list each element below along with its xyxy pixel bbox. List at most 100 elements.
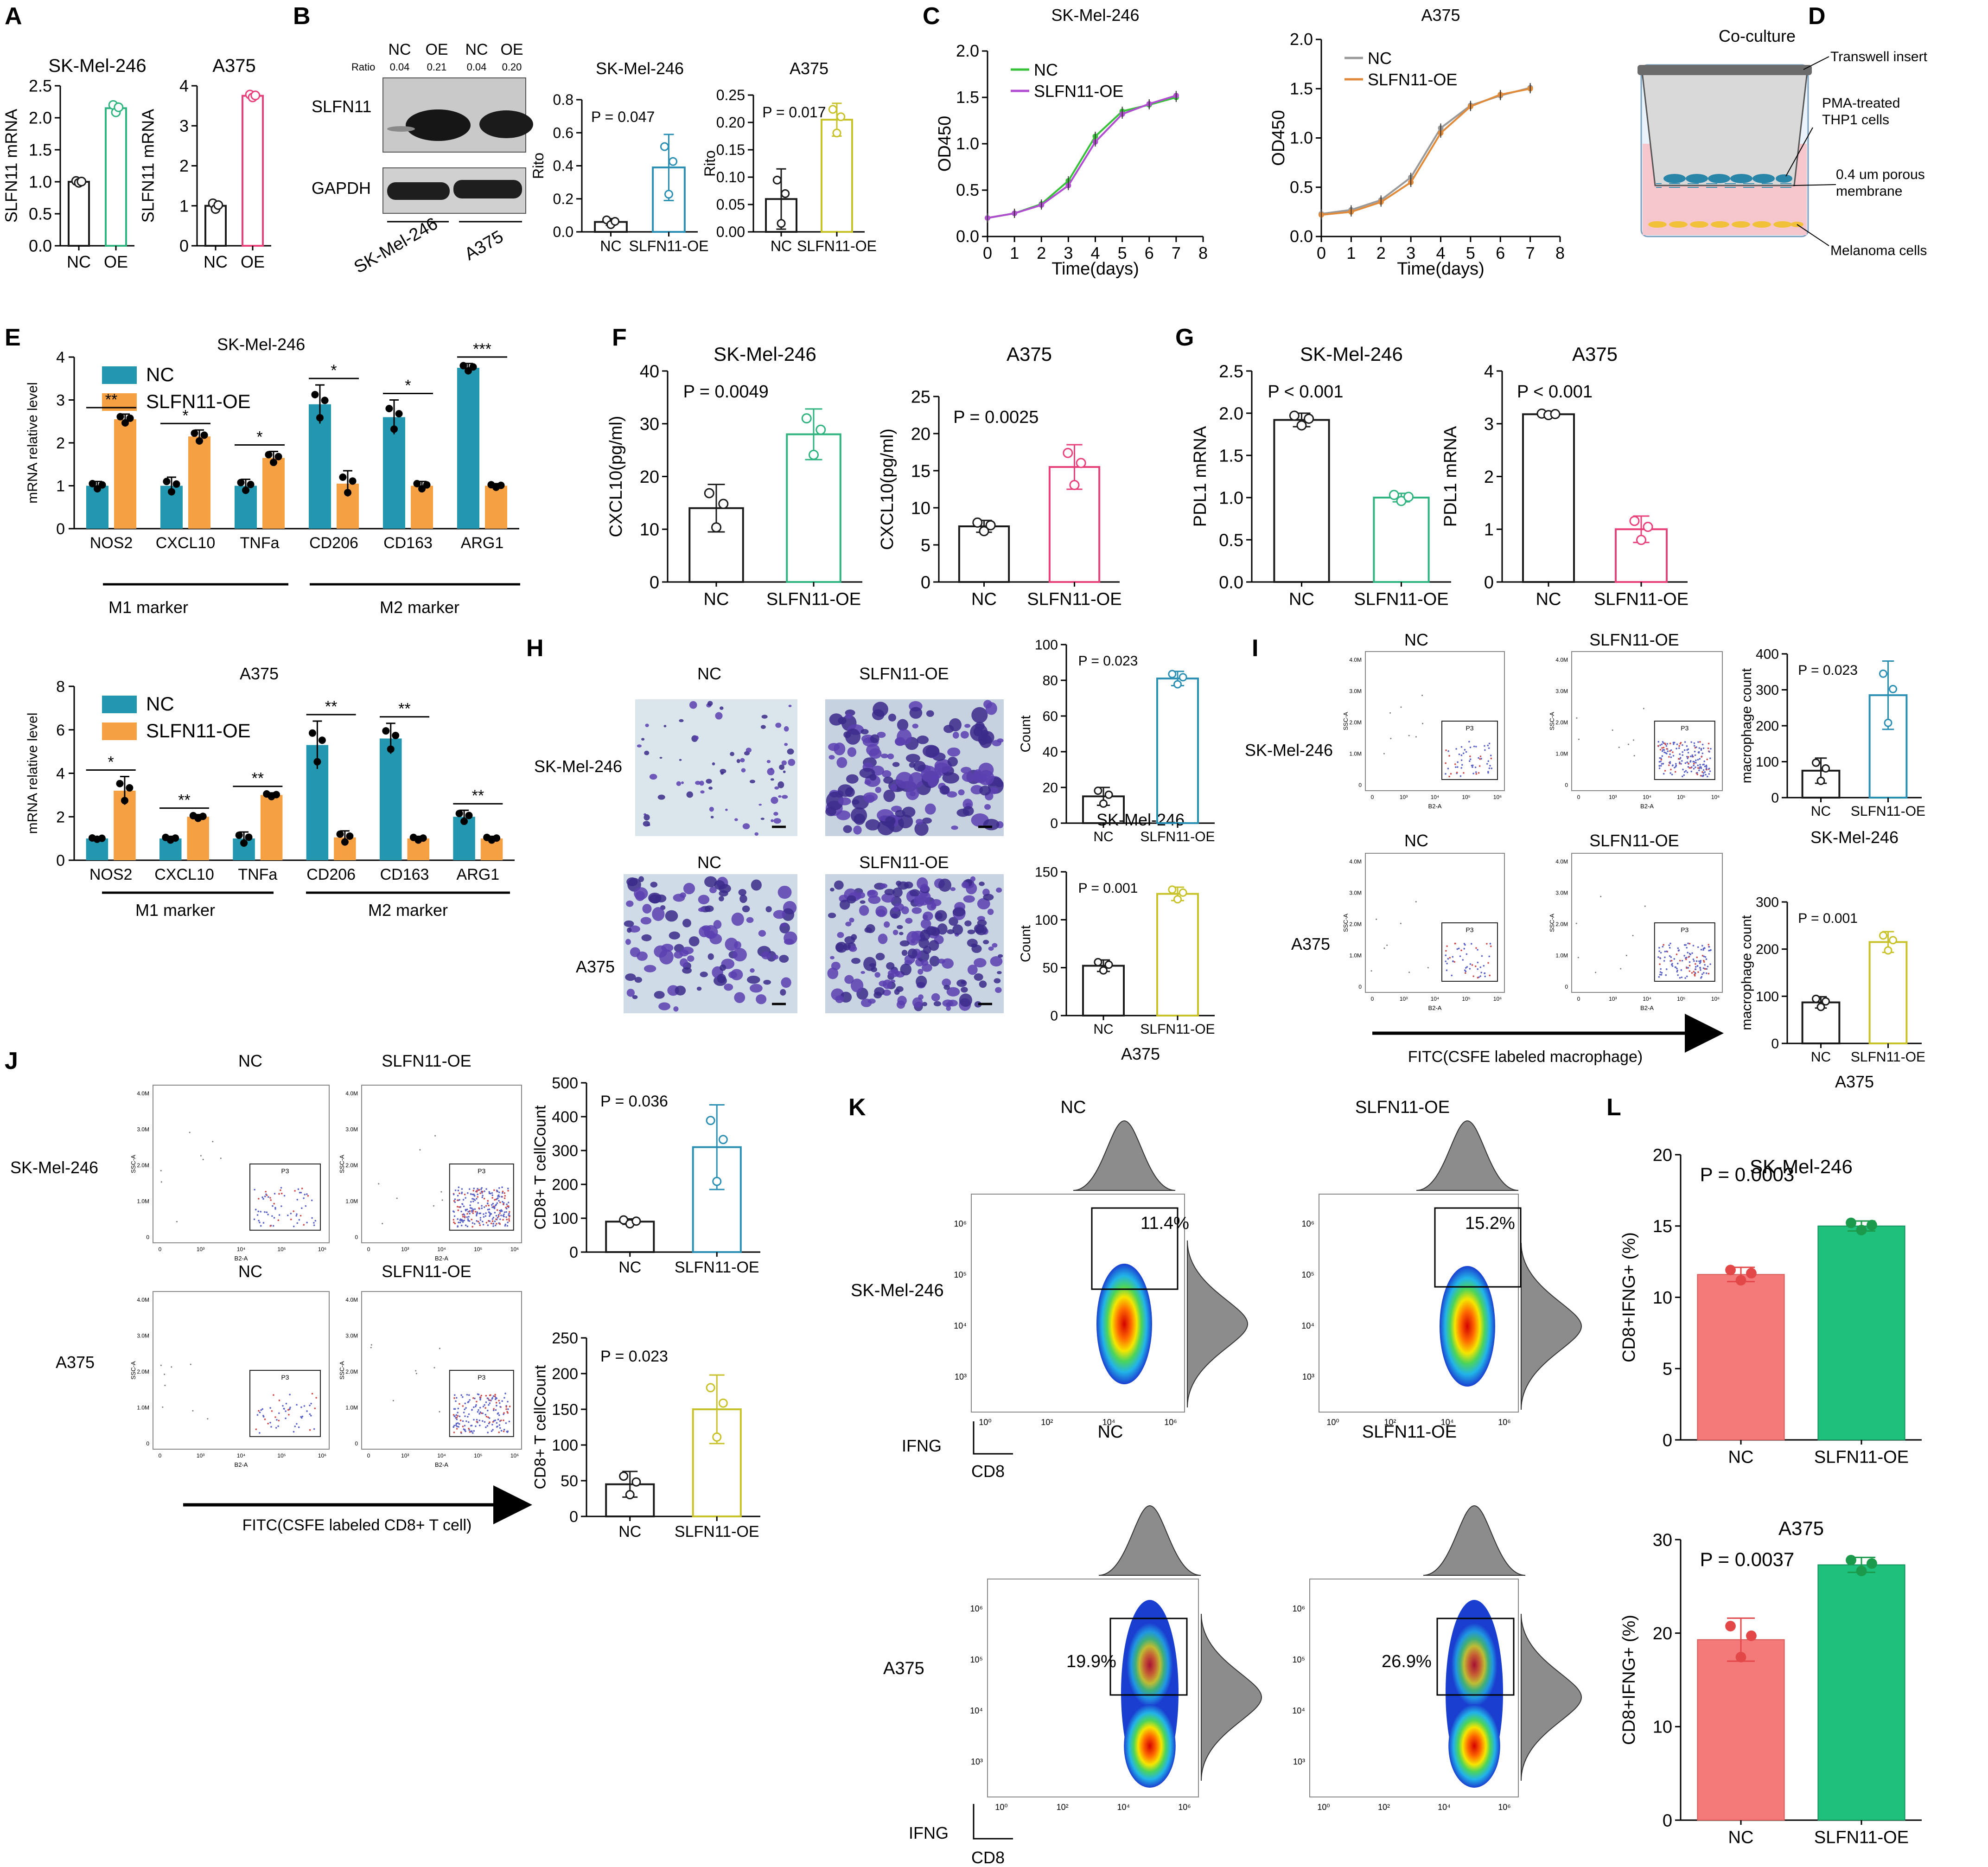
event-dot bbox=[1421, 695, 1423, 697]
event-dot bbox=[508, 1420, 510, 1423]
event-dot bbox=[1676, 971, 1678, 973]
event-dot bbox=[475, 1404, 477, 1406]
stained-cell bbox=[916, 818, 924, 825]
stained-cell bbox=[630, 947, 641, 957]
y-tick-label: 0 bbox=[146, 1440, 149, 1447]
event-dot bbox=[260, 1225, 262, 1227]
event-dot bbox=[507, 1408, 509, 1410]
event-dot bbox=[507, 1412, 509, 1414]
event-dot bbox=[1695, 963, 1696, 965]
event-dot bbox=[1460, 759, 1463, 761]
x-tick-label: 10⁰ bbox=[1326, 1418, 1339, 1427]
event-dot bbox=[1657, 745, 1659, 747]
event-dot bbox=[189, 1132, 191, 1133]
data-point bbox=[313, 758, 321, 766]
event-dot bbox=[1479, 966, 1482, 968]
event-dot bbox=[256, 1414, 259, 1416]
y-tick-label: 1.0 bbox=[1219, 488, 1243, 508]
event-dot bbox=[473, 1198, 475, 1200]
event-dot bbox=[1669, 762, 1671, 764]
event-dot bbox=[474, 1199, 476, 1201]
x-axis-label: B2-A bbox=[435, 1461, 448, 1468]
event-dot bbox=[479, 1399, 481, 1401]
event-dot bbox=[459, 1206, 462, 1208]
stained-cell bbox=[839, 899, 850, 910]
event-dot bbox=[311, 1217, 313, 1219]
x-tick-label: CD163 bbox=[383, 534, 433, 552]
event-dot bbox=[499, 1406, 501, 1408]
y-tick-label: 500 bbox=[552, 1074, 578, 1092]
data-point bbox=[718, 1398, 728, 1408]
y-tick-label: 2.0M bbox=[345, 1162, 358, 1169]
event-dot bbox=[1704, 964, 1706, 966]
event-dot bbox=[1676, 969, 1678, 972]
stained-cell bbox=[720, 772, 724, 775]
stained-cell bbox=[730, 752, 734, 756]
m2-marker-label-2: M2 marker bbox=[368, 901, 448, 920]
event-dot bbox=[1685, 944, 1687, 946]
k-col-oe-2: SLFN11-OE bbox=[1362, 1422, 1457, 1442]
stained-cell bbox=[922, 745, 940, 758]
stained-cell bbox=[987, 908, 994, 915]
event-dot bbox=[256, 1214, 259, 1216]
stained-cell bbox=[740, 758, 745, 763]
data-point bbox=[121, 797, 128, 805]
m1-marker-label-2: M1 marker bbox=[135, 901, 215, 920]
data-point bbox=[273, 791, 280, 799]
bar bbox=[68, 181, 90, 247]
event-dot bbox=[259, 1432, 261, 1434]
event-dot bbox=[1474, 766, 1477, 768]
stained-cell bbox=[650, 882, 658, 888]
event-dot bbox=[1472, 764, 1474, 767]
event-dot bbox=[454, 1198, 456, 1200]
data-point bbox=[126, 784, 134, 792]
event-dot bbox=[477, 1193, 479, 1196]
stained-cell bbox=[837, 932, 844, 938]
event-dot bbox=[1670, 749, 1672, 751]
stained-cell bbox=[838, 717, 847, 724]
event-dot bbox=[1688, 762, 1689, 764]
event-dot bbox=[1465, 967, 1467, 969]
stained-cell bbox=[771, 797, 778, 804]
gate-label: P3 bbox=[1466, 724, 1473, 732]
event-dot bbox=[1686, 755, 1688, 758]
data-point bbox=[801, 413, 812, 424]
data-point bbox=[1168, 885, 1177, 894]
data-point bbox=[76, 177, 87, 187]
event-dot bbox=[313, 1428, 315, 1430]
stained-cell bbox=[784, 726, 789, 732]
stained-cell bbox=[977, 919, 987, 927]
event-dot bbox=[503, 1419, 504, 1421]
event-dot bbox=[262, 1222, 265, 1224]
event-dot bbox=[484, 1190, 485, 1192]
x-tick-label: 7 bbox=[1526, 243, 1535, 262]
stained-cell bbox=[942, 772, 960, 784]
y-axis-label: mRNA relative level bbox=[25, 382, 40, 504]
y-tick-label: 15 bbox=[911, 461, 930, 481]
data-point bbox=[274, 453, 282, 460]
event-dot bbox=[506, 1218, 508, 1221]
data-point bbox=[625, 1490, 635, 1500]
event-dot bbox=[1693, 745, 1695, 747]
event-dot bbox=[370, 1344, 372, 1346]
x-tick-label: 2 bbox=[1037, 243, 1046, 262]
data-point bbox=[1811, 758, 1820, 767]
x-tick-label: 10⁶ bbox=[1711, 996, 1720, 1002]
y-tick-label: 200 bbox=[1756, 942, 1779, 957]
event-dot bbox=[498, 1187, 500, 1189]
data-point bbox=[385, 405, 393, 412]
event-dot bbox=[162, 1406, 164, 1408]
y-tick-label: 4 bbox=[56, 349, 65, 366]
event-dot bbox=[287, 1215, 289, 1216]
event-dot bbox=[491, 1398, 493, 1400]
y-tick-label: 15 bbox=[1653, 1217, 1672, 1236]
event-dot bbox=[484, 1421, 486, 1423]
event-dot bbox=[1466, 953, 1468, 955]
event-dot bbox=[477, 1202, 479, 1204]
event-dot bbox=[482, 1406, 484, 1407]
event-dot bbox=[1661, 763, 1663, 765]
event-dot bbox=[1466, 966, 1468, 968]
data-point bbox=[611, 217, 620, 226]
event-dot bbox=[1483, 965, 1485, 967]
